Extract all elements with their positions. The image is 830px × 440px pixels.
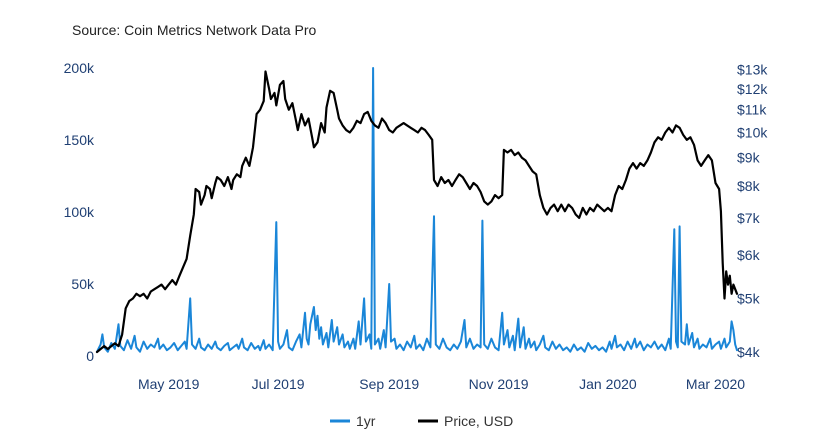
series-1yr-line: [96, 67, 738, 353]
right-tick-label: $5k: [737, 291, 761, 307]
legend-label-1yr: 1yr: [356, 413, 376, 429]
x-axis: May 2019 Jul 2019 Sep 2019 Nov 2019 Jan 2020…: [138, 376, 745, 392]
x-tick-label: Jul 2019: [252, 376, 305, 392]
right-tick-label: $11k: [737, 102, 767, 118]
series-price-usd-line: [95, 70, 739, 354]
right-tick-label: $7k: [737, 210, 761, 226]
right-tick-label: $6k: [737, 247, 761, 263]
right-tick-label: $12k: [737, 81, 768, 97]
legend-label-price: Price, USD: [444, 413, 513, 429]
left-tick-label: 50k: [71, 276, 95, 292]
left-tick-label: 0: [86, 348, 94, 364]
left-axis: 0 50k 100k 150k 200k: [64, 60, 95, 364]
plot-area: [95, 67, 739, 354]
x-tick-label: Nov 2019: [469, 376, 529, 392]
left-tick-label: 200k: [64, 60, 95, 76]
right-axis: $4k $5k $6k $7k $8k $9k $10k $11k $12k $13k: [737, 62, 768, 360]
legend: 1yr Price, USD: [330, 413, 513, 429]
x-tick-label: May 2019: [138, 376, 200, 392]
chart-source: Source: Coin Metrics Network Data Pro: [72, 22, 317, 38]
right-tick-label: $8k: [737, 178, 761, 194]
left-tick-label: 150k: [64, 132, 95, 148]
right-tick-label: $4k: [737, 344, 761, 360]
x-tick-label: Jan 2020: [579, 376, 637, 392]
right-tick-label: $9k: [737, 150, 761, 166]
left-tick-label: 100k: [64, 204, 95, 220]
x-tick-label: Sep 2019: [359, 376, 419, 392]
x-tick-label: Mar 2020: [686, 376, 745, 392]
right-tick-label: $10k: [737, 125, 768, 141]
right-tick-label: $13k: [737, 62, 768, 78]
